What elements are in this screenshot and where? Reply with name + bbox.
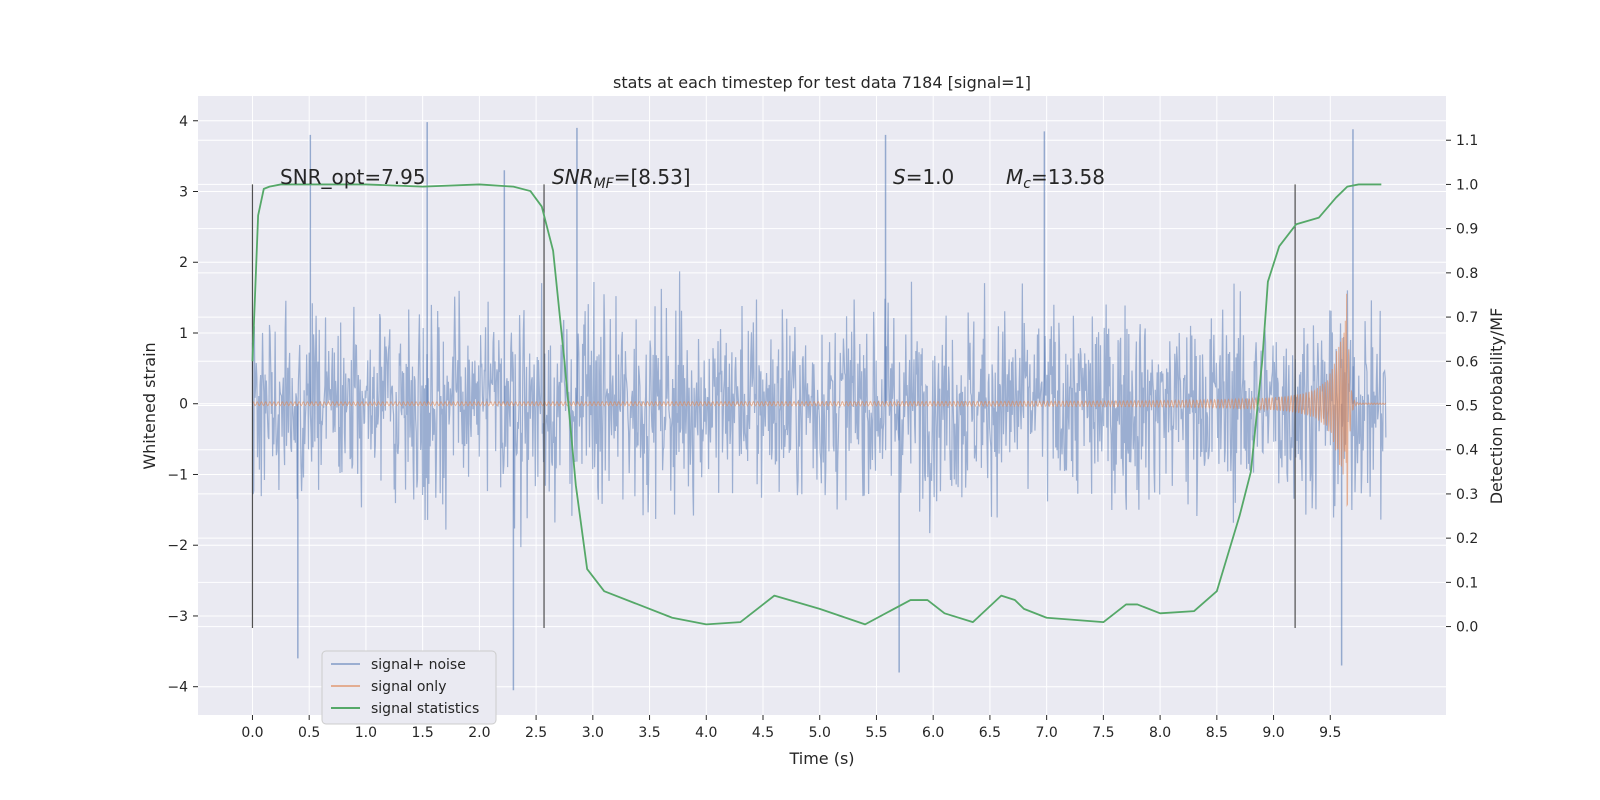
x-tick-label: 4.0 [695, 725, 717, 741]
signal-statistics-series [251, 183, 1382, 626]
signal-statistics-line [251, 183, 1382, 626]
x-axis-ticks: 0.0 0.5 1.0 1.5 2.0 2.5 3.0 3.5 4.0 4.5 5.0 5.5 6.0 6… [241, 715, 1341, 741]
y-tick-label: 4 [179, 114, 188, 130]
y2-tick-label: 0.9 [1456, 222, 1478, 238]
annotation-mc-value: =13.58 [1031, 165, 1105, 189]
annotation-snr-mf-value: =[8.53] [614, 165, 691, 189]
y2-tick-label: 0.8 [1456, 266, 1478, 282]
y2-tick-label: 1.1 [1456, 133, 1478, 149]
annotation-snr-mf-sub: MF [594, 176, 615, 192]
x-tick-label: 6.5 [979, 725, 1001, 741]
y2-tick-label: 0.2 [1456, 531, 1478, 547]
x-axis-label: Time (s) [788, 749, 854, 768]
legend: signal+ noise signal only signal statist… [321, 650, 497, 725]
x-tick-label: 2.5 [525, 725, 547, 741]
legend-box [321, 650, 497, 725]
annotation-s: S=1.0 [893, 165, 954, 189]
x-tick-label: 0.5 [298, 725, 320, 741]
y2-axis-label: Detection probability/MF [1487, 308, 1506, 505]
annotation-mc: Mc=13.58 [1006, 165, 1105, 192]
y-tick-label: 3 [179, 185, 188, 201]
x-tick-label: 4.5 [752, 725, 774, 741]
x-tick-label: 3.0 [582, 725, 604, 741]
annotation-mc-sub: c [1023, 176, 1031, 192]
y2-tick-label: 0.5 [1456, 399, 1478, 415]
y2-tick-label: 0.4 [1456, 443, 1478, 459]
legend-label-signal-statistics: signal statistics [371, 701, 479, 717]
y2-tick-label: 0.7 [1456, 310, 1478, 326]
legend-label-signal-noise: signal+ noise [371, 657, 466, 673]
y-tick-label: 2 [179, 255, 188, 271]
y-tick-label: −1 [167, 467, 188, 483]
signal-noise-line [251, 271, 1387, 548]
y2-tick-label: 1.0 [1456, 177, 1478, 193]
y-tick-label: 1 [179, 326, 188, 342]
y-axis-ticks: −4 −3 −2 −1 0 1 2 3 4 [167, 114, 198, 696]
annotation-snr-mf: SNRMF=[8.53] [552, 165, 691, 192]
x-tick-label: 6.0 [922, 725, 944, 741]
x-tick-label: 9.0 [1262, 725, 1284, 741]
x-tick-label: 9.5 [1319, 725, 1341, 741]
x-tick-label: 0.0 [241, 725, 263, 741]
x-tick-label: 8.0 [1149, 725, 1171, 741]
annotation-snr-opt: SNR_opt=7.95 [280, 165, 426, 189]
y2-axis-ticks: 0.0 0.1 0.2 0.3 0.4 0.5 0.6 0.7 0.8 0.9 1.0 1.1 [1446, 133, 1478, 636]
legend-label-signal-only: signal only [371, 679, 446, 695]
y-axis-label: Whitened strain [140, 342, 159, 469]
y2-tick-label: 0.0 [1456, 620, 1478, 636]
vertical-markers [251, 184, 1296, 628]
annotation-snr-mf-label: SNR [552, 165, 594, 189]
x-tick-label: 3.5 [638, 725, 660, 741]
signal-noise-series [251, 122, 1387, 691]
annotation-s-value: =1.0 [906, 165, 955, 189]
y2-tick-label: 0.1 [1456, 575, 1478, 591]
x-tick-label: 5.5 [865, 725, 887, 741]
y-tick-label: −4 [167, 680, 188, 696]
annotation-s-label: S [893, 165, 906, 189]
x-tick-label: 7.5 [1092, 725, 1114, 741]
y2-tick-label: 0.6 [1456, 354, 1478, 370]
x-tick-label: 8.5 [1206, 725, 1228, 741]
y-tick-label: −3 [167, 609, 188, 625]
signal-only-series [252, 293, 1387, 508]
annotation-mc-label: M [1006, 165, 1023, 189]
x-tick-label: 7.0 [1036, 725, 1058, 741]
y-tick-label: −2 [167, 538, 188, 554]
y2-tick-label: 0.3 [1456, 487, 1478, 503]
y-tick-label: 0 [179, 397, 188, 413]
x-tick-label: 5.0 [809, 725, 831, 741]
x-tick-label: 1.5 [412, 725, 434, 741]
x-tick-label: 1.0 [355, 725, 377, 741]
chart-title: stats at each timestep for test data 718… [613, 73, 1031, 92]
signal-only-line [252, 293, 1387, 508]
x-tick-label: 2.0 [468, 725, 490, 741]
